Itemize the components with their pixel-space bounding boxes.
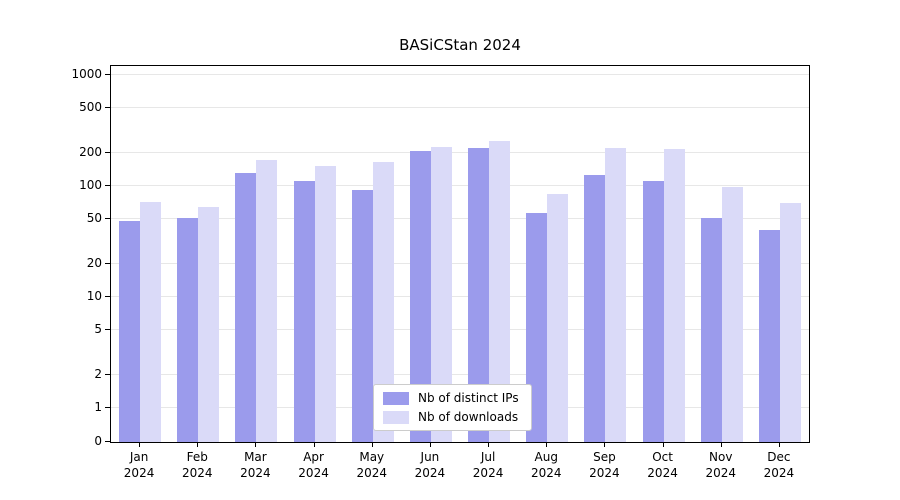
x-tick-label: Sep 2024 <box>589 450 620 480</box>
bar-nb-of-distinct-ips <box>700 218 722 442</box>
legend-item-downloads: Nb of downloads <box>383 410 519 424</box>
x-tick-label: May 2024 <box>356 450 388 480</box>
bar-nb-of-downloads <box>140 201 162 442</box>
x-tick-label: Aug 2024 <box>530 450 562 480</box>
y-tick-mark <box>105 329 110 331</box>
y-tick-label: 100 <box>79 178 102 192</box>
bar-nb-of-distinct-ips <box>409 151 431 442</box>
x-tick-mark <box>604 443 606 447</box>
bar-nb-of-downloads <box>314 166 336 442</box>
x-tick-mark <box>371 443 373 447</box>
x-tick-mark <box>778 443 780 447</box>
x-tick-label: Jun 2024 <box>414 450 446 480</box>
x-tick-label: Jan 2024 <box>123 450 155 480</box>
bar-nb-of-downloads <box>721 186 743 442</box>
y-tick-mark <box>105 373 110 375</box>
y-tick-label: 10 <box>86 289 102 303</box>
bar-nb-of-distinct-ips <box>235 173 257 442</box>
y-tick-label: 200 <box>79 144 102 159</box>
legend-label-downloads: Nb of downloads <box>418 410 519 424</box>
y-tick-mark <box>105 441 110 442</box>
bar-nb-of-distinct-ips <box>584 175 606 442</box>
y-tick-mark <box>105 74 110 75</box>
gridline <box>111 185 809 186</box>
y-tick-label: 50 <box>86 211 102 226</box>
bar-nb-of-distinct-ips <box>642 181 664 442</box>
y-tick-label: 0 <box>94 434 102 448</box>
x-tick-label: Apr 2024 <box>298 450 329 480</box>
x-tick-mark <box>429 443 431 447</box>
gridline <box>111 107 809 109</box>
gridline <box>111 262 809 264</box>
gridline <box>111 151 809 153</box>
gridline <box>111 218 809 220</box>
bar-nb-of-downloads <box>489 140 511 442</box>
x-tick-mark <box>720 443 722 447</box>
bar-nb-of-downloads <box>198 206 220 442</box>
gridline <box>111 74 809 75</box>
bar-nb-of-distinct-ips <box>351 190 373 442</box>
bar-nb-of-downloads <box>256 160 278 442</box>
plot-area: Nb of distinct IPs Nb of downloads <box>110 65 810 443</box>
bar-nb-of-downloads <box>779 203 801 442</box>
y-tick-mark <box>105 185 110 186</box>
gridline <box>111 296 809 297</box>
y-tick-label: 2 <box>94 366 102 381</box>
y-tick-label: 5 <box>94 322 102 337</box>
bar-nb-of-downloads <box>605 148 627 442</box>
x-tick-mark <box>139 443 141 447</box>
legend-item-distinct-ips: Nb of distinct IPs <box>383 391 519 405</box>
x-tick-mark <box>313 443 315 447</box>
y-tick-label: 500 <box>79 100 102 115</box>
y-tick-label: 20 <box>86 255 102 270</box>
bar-nb-of-downloads <box>547 193 569 442</box>
bar-nb-of-downloads <box>663 149 685 442</box>
y-tick-label: 1 <box>94 400 102 414</box>
y-tick-mark <box>105 407 110 408</box>
x-tick-mark <box>255 443 257 447</box>
bar-nb-of-distinct-ips <box>468 148 490 442</box>
x-tick-label: Dec 2024 <box>763 450 795 480</box>
y-tick-mark <box>105 262 110 264</box>
y-tick-label: 1000 <box>71 67 102 81</box>
bar-nb-of-downloads <box>372 161 394 442</box>
bar-nb-of-distinct-ips <box>177 217 199 442</box>
gridline <box>111 373 809 375</box>
chart-title: BASiCStan 2024 <box>399 36 521 54</box>
bar-nb-of-distinct-ips <box>119 221 141 442</box>
x-tick-label: Feb 2024 <box>181 450 213 480</box>
bar-nb-of-distinct-ips <box>293 181 315 442</box>
legend-label-distinct-ips: Nb of distinct IPs <box>418 391 519 405</box>
legend-swatch-downloads <box>383 410 409 424</box>
x-tick-label: Jul 2024 <box>472 450 504 480</box>
bar-nb-of-distinct-ips <box>758 230 780 442</box>
x-tick-mark <box>488 443 490 447</box>
y-tick-mark <box>105 107 110 109</box>
x-tick-label: Oct 2024 <box>647 450 678 480</box>
y-tick-mark <box>105 218 110 220</box>
x-tick-label: Nov 2024 <box>705 450 737 480</box>
y-tick-mark <box>105 151 110 153</box>
legend: Nb of distinct IPs Nb of downloads <box>373 384 532 431</box>
x-tick-mark <box>197 443 199 447</box>
x-tick-mark <box>662 443 664 447</box>
x-tick-label: Mar 2024 <box>240 450 271 480</box>
x-tick-mark <box>546 443 548 447</box>
gridline <box>111 329 809 331</box>
y-tick-mark <box>105 296 110 297</box>
legend-swatch-distinct-ips <box>383 391 409 405</box>
bar-nb-of-downloads <box>430 146 452 442</box>
